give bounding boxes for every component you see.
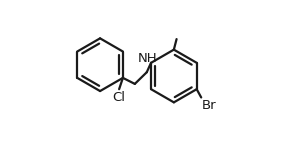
Text: Cl: Cl xyxy=(112,92,125,104)
Text: NH: NH xyxy=(138,52,157,66)
Text: Br: Br xyxy=(202,99,217,112)
